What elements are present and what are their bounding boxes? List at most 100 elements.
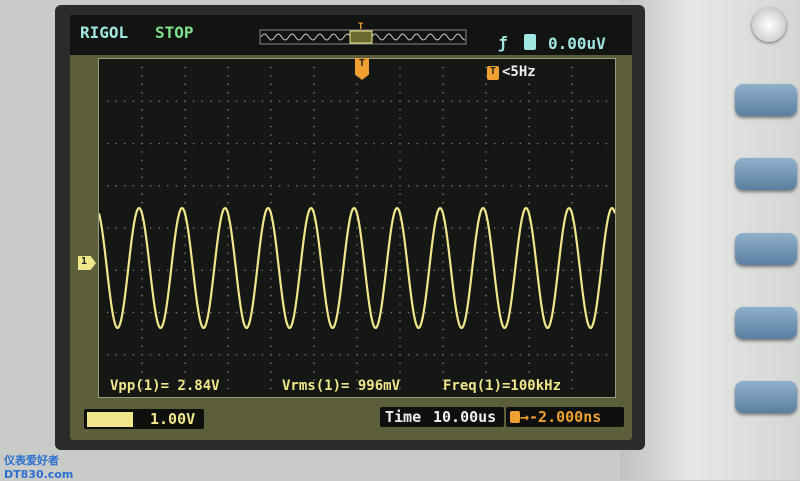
grid-dot bbox=[597, 227, 599, 229]
grid-dot bbox=[571, 362, 573, 365]
grid-dot bbox=[502, 184, 505, 187]
grid-dot bbox=[313, 83, 315, 86]
channel1-ground-marker[interactable]: 1 bbox=[78, 256, 96, 270]
grid-dot bbox=[571, 311, 573, 314]
grid-dot bbox=[253, 227, 255, 229]
grid-dot bbox=[149, 227, 152, 229]
grid-dot bbox=[132, 100, 135, 103]
grid-dot bbox=[141, 108, 143, 111]
grid-dot bbox=[218, 353, 221, 356]
grid-dot bbox=[227, 303, 229, 305]
grid-dot bbox=[554, 227, 556, 229]
grid-dot bbox=[468, 269, 470, 272]
grid-dot bbox=[399, 193, 401, 195]
grid-dot bbox=[313, 176, 315, 179]
grid-dot bbox=[493, 100, 496, 103]
grid-dot bbox=[244, 353, 246, 356]
run-state[interactable]: STOP bbox=[155, 23, 194, 42]
grid-dot bbox=[175, 142, 178, 145]
grid-dot bbox=[442, 83, 444, 86]
grid-dot bbox=[442, 277, 444, 280]
trigger-offset-box[interactable] bbox=[506, 407, 624, 427]
grid-dot bbox=[373, 353, 376, 356]
grid-dot bbox=[416, 227, 419, 229]
grid-dot bbox=[399, 168, 401, 170]
grid-dot bbox=[106, 184, 109, 187]
grid-dot bbox=[270, 168, 272, 170]
grid-dot bbox=[270, 75, 272, 77]
grid-dot bbox=[124, 311, 126, 314]
grid-dot bbox=[167, 311, 169, 314]
grid-dot bbox=[227, 100, 229, 103]
grid-dot bbox=[244, 142, 246, 145]
grid-dot bbox=[502, 311, 505, 314]
menu-button-1[interactable] bbox=[735, 84, 797, 116]
grid-dot bbox=[270, 311, 272, 314]
grid-dot bbox=[313, 75, 315, 77]
trigger-time-marker[interactable]: T bbox=[355, 58, 369, 80]
grid-dot bbox=[141, 83, 143, 86]
menu-button-3[interactable] bbox=[735, 233, 797, 265]
grid-dot bbox=[132, 353, 135, 356]
grid-dot bbox=[588, 311, 590, 314]
grid-dot bbox=[407, 100, 410, 103]
grid-dot bbox=[184, 201, 186, 204]
grid-dot bbox=[270, 134, 272, 136]
grid-dot bbox=[296, 269, 298, 272]
grid-dot bbox=[227, 320, 229, 322]
grid-dot bbox=[227, 108, 229, 111]
grid-dot bbox=[167, 269, 169, 272]
grid-dot bbox=[425, 142, 427, 145]
trigger-frequency: <5Hz bbox=[502, 64, 536, 80]
grid-dot bbox=[184, 108, 186, 111]
grid-dot bbox=[356, 193, 358, 195]
grid-dot bbox=[184, 269, 186, 272]
grid-dot bbox=[536, 100, 539, 103]
grid-dot bbox=[184, 286, 186, 288]
grid-dot bbox=[253, 184, 255, 187]
timebase-box[interactable] bbox=[380, 407, 504, 427]
grid-dot bbox=[511, 142, 513, 145]
grid-dot bbox=[442, 201, 444, 204]
grid-dot bbox=[141, 261, 143, 263]
grid-dot bbox=[399, 159, 401, 162]
menu-button-5[interactable] bbox=[735, 381, 797, 413]
grid-dot bbox=[407, 184, 410, 187]
grid-dot bbox=[339, 227, 341, 229]
grid-dot bbox=[356, 294, 358, 297]
grid-dot bbox=[442, 337, 444, 339]
grid-dot bbox=[278, 311, 281, 314]
grid-dot bbox=[141, 345, 143, 348]
grid-dot bbox=[313, 294, 315, 297]
grid-dot bbox=[124, 184, 126, 187]
grid-dot bbox=[528, 184, 530, 187]
menu-button-2[interactable] bbox=[735, 158, 797, 190]
grid-dot bbox=[485, 100, 487, 103]
grid-dot bbox=[356, 337, 358, 339]
grid-dot bbox=[115, 227, 117, 229]
grid-dot bbox=[304, 311, 307, 314]
grid-dot bbox=[605, 100, 608, 103]
grid-dot bbox=[571, 244, 573, 246]
power-knob[interactable] bbox=[752, 8, 786, 42]
menu-button-4[interactable] bbox=[735, 307, 797, 339]
grid-dot bbox=[390, 100, 393, 103]
grid-dot bbox=[459, 227, 462, 229]
grid-dot bbox=[149, 184, 152, 187]
grid-dot bbox=[485, 303, 487, 305]
grid-dot bbox=[579, 142, 582, 145]
grid-dot bbox=[554, 269, 556, 272]
grid-dot bbox=[227, 176, 229, 179]
grid-dot bbox=[313, 252, 315, 255]
grid-dot bbox=[528, 261, 530, 263]
grid-dot bbox=[450, 184, 453, 187]
grid-dot bbox=[218, 142, 221, 145]
grid-dot bbox=[407, 353, 410, 356]
memory-position-indicator bbox=[259, 29, 467, 45]
grid-dot bbox=[571, 75, 573, 77]
grid-dot bbox=[468, 227, 470, 229]
grid-dot bbox=[442, 235, 444, 238]
grid-dot bbox=[347, 311, 350, 314]
grid-dot bbox=[141, 134, 143, 136]
grid-dot bbox=[519, 311, 522, 314]
